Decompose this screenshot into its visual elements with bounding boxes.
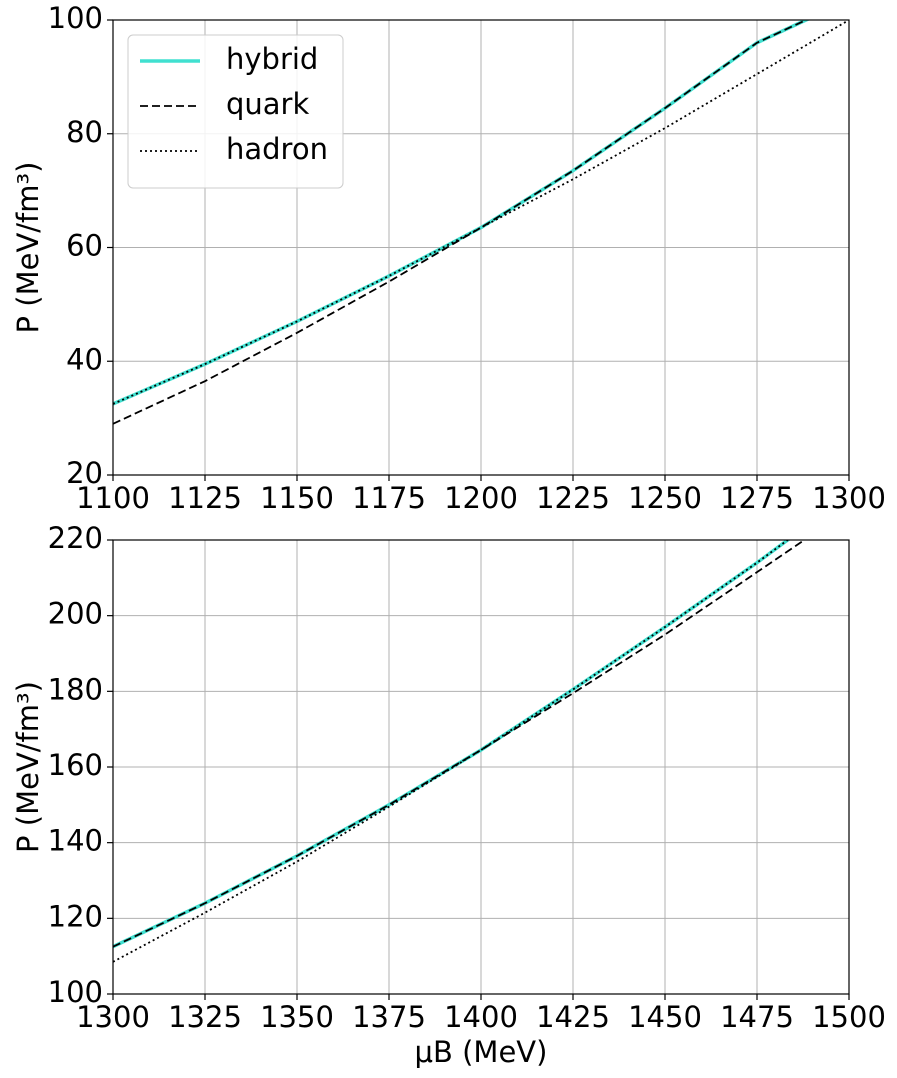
x-tick-label: 1200: [444, 481, 518, 515]
y-tick-label: 160: [48, 748, 103, 782]
x-tick-label: 1400: [444, 1000, 518, 1034]
plot: 1100 1125 1150 1175 1200 1225 1250 1275 1300 20 40…: [11, 1, 886, 515]
legend-label: hadron: [226, 132, 328, 166]
series-line: [113, 540, 806, 948]
y-tick-label: 20: [66, 456, 103, 490]
y-axis-label: P (MeV/fm³): [11, 162, 45, 334]
x-axis-label: μB (MeV): [415, 1035, 548, 1069]
x-tick-label: 1300: [812, 481, 886, 515]
y-tick-label: 60: [66, 229, 103, 263]
x-tick-label: 1250: [628, 481, 702, 515]
x-tick-label: 1500: [812, 1000, 886, 1034]
plot-frame: [112, 19, 850, 476]
x-tick-label: 1375: [352, 1000, 426, 1034]
plot: 1300 1325 1350 1375 1400 1425 1450 1475 1500 100 1…: [11, 521, 886, 1069]
y-tick-label: 140: [48, 824, 103, 858]
legend-label: hybrid: [226, 42, 318, 76]
y-tick-label: 120: [48, 899, 103, 933]
legend: hybrid quark hadron: [127, 34, 344, 189]
x-tick-label: 1275: [720, 481, 794, 515]
x-tick-label: 1225: [536, 481, 610, 515]
legend-label: quark: [226, 87, 309, 121]
y-tick-label: 220: [48, 521, 103, 555]
legend-frame: [127, 34, 344, 189]
y-tick-label: 40: [66, 342, 103, 376]
x-tick-label: 1150: [260, 481, 334, 515]
x-tick-label: 1175: [352, 481, 426, 515]
x-tick-label: 1325: [168, 1000, 242, 1034]
x-tick-label: 1450: [628, 1000, 702, 1034]
series-line: [113, 20, 809, 425]
x-tick-label: 1475: [720, 1000, 794, 1034]
plot-frame: [112, 539, 850, 995]
x-tick-label: 1425: [536, 1000, 610, 1034]
y-tick-label: 100: [48, 1, 103, 35]
y-tick-label: 200: [48, 597, 103, 631]
lines: [113, 540, 806, 963]
x-tick-label: 1350: [260, 1000, 334, 1034]
series-line: [113, 540, 790, 963]
y-tick-label: 80: [66, 115, 103, 149]
x-tick-label: 1125: [168, 481, 242, 515]
y-tick-label: 180: [48, 672, 103, 706]
y-tick-label: 100: [48, 975, 103, 1009]
x-tick-label: 1100: [76, 481, 150, 515]
lines: [113, 20, 849, 425]
y-axis-label: P (MeV/fm³): [11, 681, 45, 853]
x-tick-label: 1300: [76, 1000, 150, 1034]
